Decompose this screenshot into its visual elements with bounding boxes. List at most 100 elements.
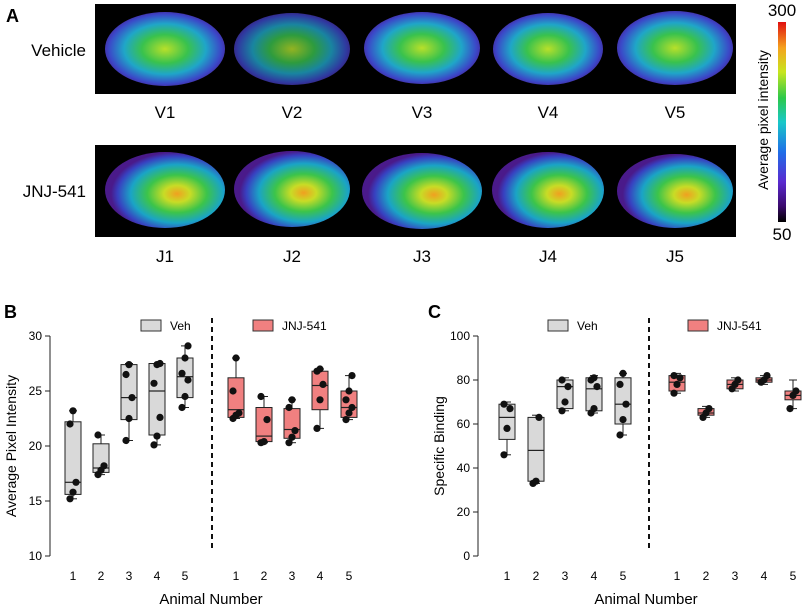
brain-slice-v2 (234, 13, 350, 85)
pb-data-point (184, 342, 192, 350)
chart-c-x-label: Animal Number (594, 591, 697, 606)
pb-data-point (72, 478, 80, 486)
pc-y-tick-label: 60 (457, 417, 471, 431)
pb-y-tick-label: 30 (29, 329, 43, 343)
pb-data-point (128, 394, 136, 402)
pc-data-point (619, 416, 627, 424)
pb-data-point (100, 462, 108, 470)
brain-slice-v5 (617, 11, 733, 85)
pb-data-point (122, 370, 130, 379)
pb-data-point (125, 414, 133, 423)
colorbar-max: 300 (768, 1, 796, 20)
chart-b-legend-veh: Veh (170, 319, 191, 333)
pc-box-veh-5 (614, 377, 632, 425)
pb-data-point (235, 409, 243, 417)
pb-data-point (150, 379, 158, 387)
pc-box-veh-2 (527, 416, 545, 482)
chart-c-legend-jnj-swatch (687, 319, 709, 332)
brain-slice-v1 (105, 12, 225, 86)
pb-y-tick-label: 10 (29, 549, 43, 563)
brain-slice-j5 (617, 154, 733, 228)
pb-y-tick-label: 20 (29, 439, 43, 453)
pc-data-point (535, 413, 543, 421)
pb-data-point (285, 439, 293, 447)
pc-x-tick-label: 1 (674, 569, 681, 583)
colorbar (778, 22, 786, 222)
pc-data-point (503, 424, 511, 432)
pc-data-point (564, 383, 572, 391)
pb-data-point (184, 376, 192, 384)
pb-box-jnj-541-4 (311, 370, 329, 411)
pb-data-point (342, 396, 350, 404)
chart-b-legend-jnj-swatch (252, 319, 274, 332)
pb-x-tick-label: 2 (98, 569, 105, 583)
image-label-v5: V5 (665, 103, 686, 122)
pb-data-point (181, 354, 189, 362)
pb-data-point (69, 407, 77, 415)
pb-data-point (156, 413, 164, 421)
pc-data-point (500, 451, 508, 459)
pc-x-tick-label: 4 (761, 569, 768, 583)
pb-x-tick-label: 4 (154, 569, 161, 583)
pc-x-tick-label: 3 (562, 569, 569, 583)
pb-data-point (291, 427, 299, 435)
pb-y-tick-label: 25 (29, 384, 43, 398)
pb-box-veh-4 (148, 363, 166, 436)
colorbar-label: Average pixel intensity (755, 50, 771, 190)
pb-data-point (345, 387, 353, 395)
pc-data-point (616, 380, 624, 388)
pc-data-point (619, 369, 627, 377)
image-label-j2: J2 (283, 247, 301, 266)
image-label-v2: V2 (282, 103, 303, 122)
brain-slice-j3 (362, 153, 482, 229)
pb-data-point (232, 354, 240, 362)
pb-data-point (288, 433, 296, 441)
pb-data-point (316, 396, 324, 404)
pc-data-point (673, 380, 681, 388)
brain-slice-v4 (493, 13, 603, 85)
brain-slice-v3 (364, 12, 480, 84)
pb-x-tick-label: 5 (182, 569, 189, 583)
pc-x-tick-label: 1 (504, 569, 511, 583)
image-label-j1: J1 (156, 247, 174, 266)
pc-data-point (593, 383, 601, 391)
pb-data-point (257, 392, 265, 401)
panel-a-label: A (6, 6, 19, 26)
chart-c-legend-jnj: JNJ-541 (717, 319, 762, 333)
chart-b-y-label: Average Pixel Intensity (3, 375, 19, 517)
brain-slice-j4 (492, 152, 604, 228)
pb-data-point (348, 372, 356, 380)
pb-data-point (69, 488, 77, 496)
image-label-j4: J4 (539, 247, 557, 266)
brain-slice-j1 (105, 152, 225, 228)
pb-x-tick-label: 5 (346, 569, 353, 583)
pc-data-point (622, 400, 630, 408)
pc-data-point (500, 400, 508, 408)
chart-c: Veh JNJ-541 Specific Binding Animal Numb… (431, 318, 802, 606)
pc-data-point (670, 389, 678, 397)
pc-data-point (561, 398, 569, 406)
pb-data-point (342, 416, 350, 424)
panel-b-label: B (4, 302, 17, 322)
pb-x-tick-label: 1 (233, 569, 240, 583)
chart-c-legend-veh: Veh (577, 319, 598, 333)
pc-y-tick-label: 80 (457, 373, 471, 387)
pb-data-point (316, 365, 324, 373)
pc-x-tick-label: 3 (732, 569, 739, 583)
chart-c-y-label: Specific Binding (431, 396, 447, 496)
pb-x-tick-label: 3 (126, 569, 133, 583)
pb-x-tick-label: 3 (289, 569, 296, 583)
image-label-v4: V4 (538, 103, 559, 122)
image-label-j5: J5 (666, 247, 684, 266)
pb-x-tick-label: 4 (317, 569, 324, 583)
pb-data-point (153, 432, 161, 440)
pb-data-point (150, 441, 158, 449)
colorbar-min: 50 (773, 225, 792, 244)
jnj-brain-slices (105, 151, 733, 229)
pc-data-point (590, 405, 598, 413)
pc-data-point (786, 405, 794, 413)
chart-b-x-label: Animal Number (159, 591, 262, 606)
row-label-jnj: JNJ-541 (23, 182, 86, 201)
pc-data-point (763, 372, 771, 380)
